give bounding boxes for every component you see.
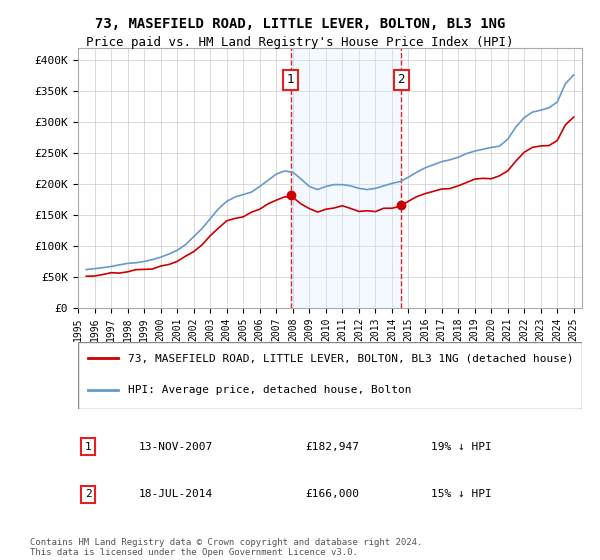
Text: 18-JUL-2014: 18-JUL-2014 [139,489,213,500]
Text: Price paid vs. HM Land Registry's House Price Index (HPI): Price paid vs. HM Land Registry's House … [86,36,514,49]
Text: 1: 1 [287,73,295,86]
Text: 19% ↓ HPI: 19% ↓ HPI [431,442,491,452]
Text: 15% ↓ HPI: 15% ↓ HPI [431,489,491,500]
Text: HPI: Average price, detached house, Bolton: HPI: Average price, detached house, Bolt… [128,385,412,395]
Text: £182,947: £182,947 [305,442,359,452]
Text: £166,000: £166,000 [305,489,359,500]
Text: 2: 2 [397,73,405,86]
Text: 73, MASEFIELD ROAD, LITTLE LEVER, BOLTON, BL3 1NG (detached house): 73, MASEFIELD ROAD, LITTLE LEVER, BOLTON… [128,353,574,363]
Bar [290,48,401,308]
Text: 2: 2 [85,489,91,500]
Text: 13-NOV-2007: 13-NOV-2007 [139,442,213,452]
Text: Contains HM Land Registry data © Crown copyright and database right 2024.
This d: Contains HM Land Registry data © Crown c… [30,538,422,557]
Text: 1: 1 [85,442,91,452]
Text: 73, MASEFIELD ROAD, LITTLE LEVER, BOLTON, BL3 1NG: 73, MASEFIELD ROAD, LITTLE LEVER, BOLTON… [95,17,505,31]
